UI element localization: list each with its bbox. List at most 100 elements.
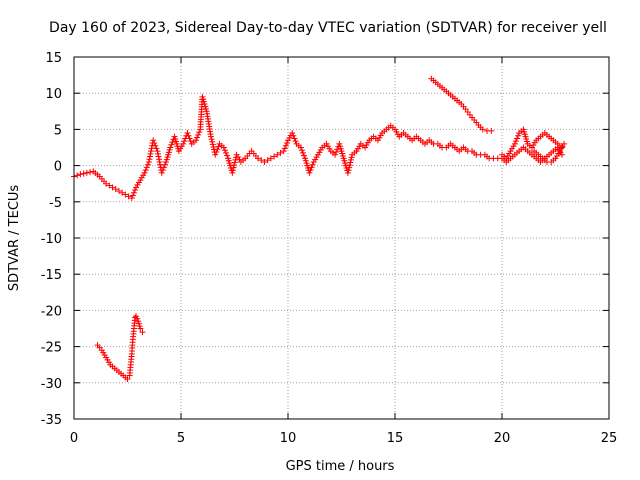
data-point-main-trace	[143, 164, 150, 171]
data-point-main-trace	[109, 184, 116, 191]
data-point-main-trace	[332, 151, 339, 158]
data-point-main-trace	[146, 153, 153, 160]
data-point-main-trace	[267, 155, 274, 162]
data-point-main-trace	[261, 158, 268, 165]
data-point-main-trace	[309, 161, 316, 168]
data-point-main-trace	[152, 142, 159, 149]
data-point-main-trace	[147, 150, 154, 157]
data-point-lower-excursion	[124, 376, 131, 383]
data-point-main-trace	[77, 171, 84, 178]
data-point-main-trace	[224, 152, 231, 159]
data-point-main-trace	[207, 133, 214, 140]
data-point-main-trace	[291, 135, 298, 142]
data-point-main-trace	[345, 167, 352, 174]
data-point-main-trace	[347, 159, 354, 166]
data-point-main-trace	[128, 195, 135, 202]
data-point-main-trace	[194, 134, 201, 141]
data-point-main-trace	[148, 148, 155, 155]
data-point-late-loop	[513, 135, 520, 142]
data-point-late-loop	[531, 148, 538, 155]
data-point-main-trace	[333, 149, 340, 156]
data-point-main-trace	[155, 153, 162, 160]
data-point-main-trace	[168, 141, 175, 148]
data-point-main-trace	[184, 130, 191, 137]
data-point-late-loop	[558, 144, 565, 151]
data-point-main-trace	[301, 152, 308, 159]
data-point-main-trace	[306, 169, 313, 176]
data-point-main-trace	[185, 132, 192, 139]
data-point-main-trace	[334, 146, 341, 153]
data-point-main-trace	[213, 149, 220, 156]
data-point-main-trace	[160, 164, 167, 171]
data-point-main-trace	[215, 143, 222, 150]
data-point-main-trace	[145, 158, 152, 165]
data-point-main-trace	[115, 187, 122, 194]
x-tick-label: 10	[280, 431, 297, 446]
data-point-main-trace	[347, 156, 354, 163]
y-tick-label: 5	[54, 123, 62, 138]
data-point-main-trace	[308, 164, 315, 171]
data-point-main-trace	[151, 139, 158, 146]
data-point-main-trace	[122, 191, 129, 198]
data-point-main-trace	[153, 145, 160, 152]
data-point-main-trace	[258, 157, 265, 164]
data-point-main-trace	[210, 143, 217, 150]
x-axis-label: GPS time / hours	[286, 459, 395, 474]
y-tick-label: -30	[41, 377, 62, 392]
data-point-main-trace	[281, 145, 288, 152]
data-point-main-trace	[146, 156, 153, 163]
y-tick-label: -5	[49, 196, 62, 211]
data-point-main-trace	[222, 149, 229, 156]
data-point-main-trace	[264, 157, 271, 164]
data-point-main-trace	[103, 180, 110, 187]
data-point-main-trace	[106, 182, 113, 189]
data-point-main-trace	[208, 136, 215, 143]
data-point-main-trace	[209, 141, 216, 148]
data-point-main-trace	[229, 167, 236, 174]
data-point-main-trace	[558, 151, 565, 158]
data-point-lower-excursion	[134, 315, 141, 322]
data-point-main-trace	[159, 167, 166, 174]
data-point-main-trace	[221, 147, 228, 154]
y-tick-label: -10	[41, 232, 62, 247]
data-point-main-trace	[167, 144, 174, 151]
data-point-main-trace	[282, 142, 289, 149]
data-point-main-trace	[169, 139, 176, 146]
axis-ticks: 15 10 5 0 -5 -10 -15 -20 -25 -30 -35 0 5 10 15 20 25	[41, 51, 618, 446]
data-point-main-trace	[180, 140, 187, 147]
data-point-main-trace	[231, 159, 238, 166]
data-point-main-trace	[214, 146, 221, 153]
x-tick-label: 25	[601, 431, 618, 446]
y-tick-label: 0	[54, 160, 62, 175]
data-point-main-trace	[292, 138, 299, 145]
data-point-late-loop	[515, 132, 522, 139]
data-point-main-trace	[83, 169, 90, 176]
data-point-main-trace	[130, 189, 137, 196]
data-point-main-trace	[274, 151, 281, 158]
data-point-main-trace	[289, 130, 296, 137]
data-point-main-trace	[271, 153, 278, 160]
data-point-main-trace	[80, 170, 87, 177]
data-point-main-trace	[141, 169, 148, 176]
data-point-late-loop	[511, 140, 518, 147]
data-point-main-trace	[154, 150, 161, 157]
data-point-main-trace	[87, 169, 94, 176]
data-point-main-trace	[307, 167, 314, 174]
data-point-main-trace	[230, 164, 237, 171]
x-tick-label: 5	[177, 431, 185, 446]
data-point-lower-excursion	[139, 329, 146, 336]
plot-frame	[73, 56, 610, 420]
data-point-main-trace	[74, 172, 81, 179]
data-point-main-trace	[299, 149, 306, 156]
data-point-main-trace	[119, 189, 126, 196]
grid	[74, 57, 609, 419]
data-point-main-trace	[158, 169, 165, 176]
data-point-main-trace	[142, 167, 149, 174]
data-point-main-trace	[209, 138, 216, 145]
y-tick-label: -15	[41, 268, 62, 283]
data-point-main-trace	[298, 147, 305, 154]
x-tick-label: 20	[494, 431, 511, 446]
data-point-main-trace	[290, 132, 297, 139]
data-point-main-trace	[280, 148, 287, 155]
data-point-main-trace	[195, 131, 202, 138]
